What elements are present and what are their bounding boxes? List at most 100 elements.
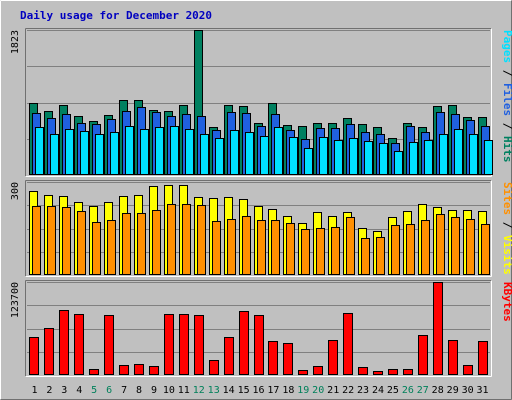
- bar-visits-sites-13: [212, 221, 221, 275]
- bar-visits-sites-10: [167, 204, 176, 275]
- x-tick-label-22: 22: [342, 385, 354, 396]
- bar-visits-sites-30: [466, 219, 475, 275]
- bar-hits-pages-30: [469, 134, 478, 175]
- bar-kbytes-kbytes-23: [358, 367, 368, 375]
- bar-visits-sites-16: [257, 220, 266, 275]
- bar-visits-sites-20: [316, 228, 325, 275]
- bar-hits-pages-12: [200, 134, 209, 175]
- legend-part-visits-0: Sites: [501, 182, 512, 215]
- bar-hits-pages-3: [65, 129, 74, 175]
- bar-visits-sites-2: [47, 206, 56, 275]
- bar-kbytes-kbytes-6: [104, 315, 114, 375]
- legend-part-hits-1: /: [501, 63, 512, 83]
- x-tick-label-30: 30: [462, 385, 474, 396]
- bar-hits-pages-28: [439, 134, 448, 175]
- bar-kbytes-kbytes-26: [403, 369, 413, 375]
- legend-label-visits: Sites / Visits: [501, 182, 512, 275]
- bar-kbytes-kbytes-22: [343, 313, 353, 375]
- legend-part-kbytes-0: KBytes: [501, 282, 512, 322]
- x-tick-label-31: 31: [476, 385, 488, 396]
- bar-hits-pages-21: [334, 140, 343, 175]
- bar-kbytes-kbytes-13: [209, 360, 219, 375]
- y-max-label-kbytes: 123700: [10, 282, 21, 318]
- series-visits-sites: [32, 204, 490, 275]
- chart-title: Daily usage for December 2020: [20, 9, 212, 22]
- bar-kbytes-kbytes-27: [418, 335, 428, 375]
- x-tick-label-10: 10: [163, 385, 175, 396]
- bar-visits-sites-12: [197, 205, 206, 275]
- bar-visits-sites-21: [331, 227, 340, 275]
- series-hits-pages: [35, 126, 493, 175]
- x-tick-label-12: 12: [193, 385, 205, 396]
- bar-visits-sites-18: [286, 223, 295, 275]
- bar-hits-pages-31: [484, 140, 493, 175]
- x-tick-label-27: 27: [417, 385, 429, 396]
- bar-kbytes-kbytes-4: [74, 314, 84, 375]
- x-tick-label-3: 3: [61, 385, 67, 396]
- bar-hits-pages-24: [379, 143, 388, 175]
- bar-hits-pages-25: [394, 151, 403, 175]
- bar-visits-sites-14: [227, 219, 236, 275]
- bar-hits-pages-4: [80, 131, 89, 175]
- bar-visits-sites-8: [137, 213, 146, 275]
- bar-kbytes-kbytes-10: [164, 314, 174, 375]
- bar-kbytes-kbytes-5: [89, 369, 99, 375]
- x-tick-label-4: 4: [76, 385, 82, 396]
- bar-hits-pages-26: [409, 142, 418, 175]
- bar-hits-pages-5: [95, 134, 104, 175]
- bar-kbytes-kbytes-21: [328, 340, 338, 375]
- legend-part-hits-2: Files: [501, 83, 512, 116]
- bar-visits-sites-22: [346, 217, 355, 275]
- y-max-label-hits: 1823: [10, 30, 21, 54]
- bar-visits-sites-15: [242, 216, 251, 275]
- x-tick-label-5: 5: [91, 385, 97, 396]
- x-tick-label-7: 7: [121, 385, 127, 396]
- x-tick-label-16: 16: [252, 385, 264, 396]
- legend-label-hits: Pages / Files / Hits: [501, 30, 512, 163]
- x-tick-label-11: 11: [178, 385, 190, 396]
- bar-kbytes-kbytes-16: [254, 315, 264, 375]
- x-tick-label-1: 1: [31, 385, 37, 396]
- panel-visits: 300 Sites / Visits: [10, 180, 512, 277]
- legend-part-hits-4: Hits: [501, 136, 512, 163]
- bar-hits-pages-20: [319, 137, 328, 175]
- bar-kbytes-kbytes-14: [224, 337, 234, 375]
- bar-kbytes-kbytes-1: [29, 337, 39, 375]
- bar-visits-sites-3: [62, 207, 71, 275]
- x-tick-label-23: 23: [357, 385, 369, 396]
- bar-visits-sites-6: [107, 220, 116, 275]
- bar-kbytes-kbytes-30: [463, 365, 473, 375]
- x-tick-label-20: 20: [312, 385, 324, 396]
- bar-kbytes-kbytes-11: [179, 314, 189, 375]
- x-tick-label-15: 15: [238, 385, 250, 396]
- bar-visits-sites-25: [391, 225, 400, 275]
- x-tick-label-9: 9: [151, 385, 157, 396]
- bar-hits-pages-19: [304, 148, 313, 175]
- bar-kbytes-kbytes-28: [433, 282, 443, 375]
- bar-hits-pages-10: [170, 126, 179, 175]
- bar-kbytes-kbytes-24: [373, 371, 383, 375]
- legend-part-hits-3: /: [501, 116, 512, 136]
- bar-visits-sites-23: [361, 238, 370, 275]
- x-tick-label-19: 19: [297, 385, 309, 396]
- bar-kbytes-kbytes-17: [268, 341, 278, 375]
- bar-visits-sites-1: [32, 206, 41, 275]
- bar-visits-sites-26: [406, 224, 415, 275]
- x-tick-label-25: 25: [387, 385, 399, 396]
- series-kbytes-kbytes: [29, 282, 488, 375]
- x-tick-label-26: 26: [402, 385, 414, 396]
- y-max-label-visits: 300: [10, 182, 21, 200]
- x-tick-label-29: 29: [447, 385, 459, 396]
- bar-kbytes-kbytes-8: [134, 364, 144, 375]
- x-tick-label-21: 21: [327, 385, 339, 396]
- bar-kbytes-kbytes-12: [194, 315, 204, 375]
- bar-hits-pages-14: [230, 130, 239, 175]
- bar-hits-pages-2: [50, 134, 59, 175]
- bar-kbytes-kbytes-3: [59, 310, 69, 375]
- bar-hits-pages-13: [215, 138, 224, 175]
- bar-kbytes-kbytes-2: [44, 328, 54, 375]
- x-tick-label-6: 6: [106, 385, 112, 396]
- bar-visits-sites-28: [436, 214, 445, 275]
